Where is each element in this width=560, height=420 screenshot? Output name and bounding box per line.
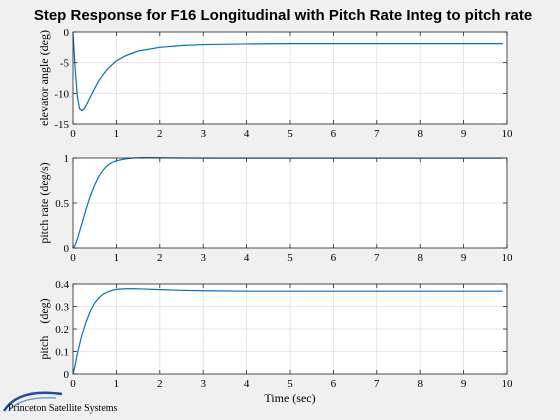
figure-title: Step Response for F16 Longitudinal with … [34, 7, 532, 24]
x-tick-label: 2 [157, 252, 163, 264]
axes-box [72, 157, 508, 249]
x-tick-label: 3 [200, 252, 206, 264]
x-tick-label: 7 [374, 252, 380, 264]
y-axis-label: pitch (deg) [37, 298, 51, 359]
y-tick-label: 0 [64, 27, 70, 39]
y-tick-label: 0.1 [55, 347, 69, 359]
series-line [72, 31, 503, 112]
y-tick-label: 0 [64, 243, 70, 255]
x-tick-label: 6 [331, 252, 337, 264]
logo-swoosh-icon [2, 391, 63, 412]
x-tick-label: 10 [502, 128, 514, 140]
y-tick-label: 0.4 [55, 279, 69, 291]
x-tick-label: 1 [114, 128, 120, 140]
x-tick-label: 0 [70, 252, 76, 264]
subplot-2: 0 1 2 3 4 5 6 7 8 9 10 0 0.5 1 pitch rate (deg/s) [37, 153, 513, 264]
x-tick-label: 9 [461, 378, 467, 390]
x-tick-label: 3 [200, 378, 206, 390]
logo-text: Princeton Satellite Systems [8, 403, 118, 414]
y-axis-label: pitch rate (deg/s) [37, 162, 51, 243]
subplot-3: 0 1 2 3 4 5 6 7 8 9 10 0 0.1 0.2 0.3 0.4 pitch (deg) Time… [37, 279, 513, 405]
x-tick-label: 7 [374, 128, 380, 140]
x-tick-label: 8 [417, 378, 423, 390]
x-tick-label: 4 [244, 378, 250, 390]
x-tick-label: 4 [244, 128, 250, 140]
y-tick-label: 0 [64, 369, 70, 381]
x-axis-label: Time (sec) [264, 391, 315, 405]
x-tick-label: 3 [200, 128, 206, 140]
x-tick-label: 6 [331, 378, 337, 390]
y-tick-label: 0.3 [55, 302, 69, 314]
axes-box [72, 283, 508, 375]
y-tick-label: 1 [64, 153, 70, 165]
y-tick-label: 0.5 [55, 198, 69, 210]
x-tick-label: 7 [374, 378, 380, 390]
logo-swoosh-inner-icon [9, 397, 57, 410]
subplot-1: 0 1 2 3 4 5 6 7 8 9 10 -15 -10 -5 0 elevator angle (deg… [37, 27, 513, 140]
x-tick-label: 5 [287, 378, 293, 390]
y-tick-label: -10 [54, 88, 69, 100]
y-tick-label: -15 [54, 119, 69, 131]
x-tick-label: 4 [244, 252, 250, 264]
x-tick-label: 10 [502, 252, 514, 264]
x-tick-label: 8 [417, 252, 423, 264]
x-tick-label: 9 [461, 128, 467, 140]
x-tick-label: 0 [70, 128, 76, 140]
x-tick-label: 5 [287, 252, 293, 264]
x-tick-label: 8 [417, 128, 423, 140]
y-axis-label: elevator angle (deg) [37, 30, 51, 126]
logo: Princeton Satellite Systems [2, 391, 118, 414]
x-tick-label: 1 [114, 252, 120, 264]
x-tick-label: 2 [157, 128, 163, 140]
x-tick-label: 6 [331, 128, 337, 140]
x-tick-label: 2 [157, 378, 163, 390]
y-tick-label: -5 [60, 58, 70, 70]
y-tick-label: 0.2 [55, 324, 69, 336]
x-tick-label: 10 [502, 378, 514, 390]
x-tick-label: 5 [287, 128, 293, 140]
x-tick-label: 9 [461, 252, 467, 264]
series-line [72, 288, 503, 375]
x-tick-label: 1 [114, 378, 120, 390]
x-tick-label: 0 [70, 378, 76, 390]
axes-box [72, 31, 508, 125]
